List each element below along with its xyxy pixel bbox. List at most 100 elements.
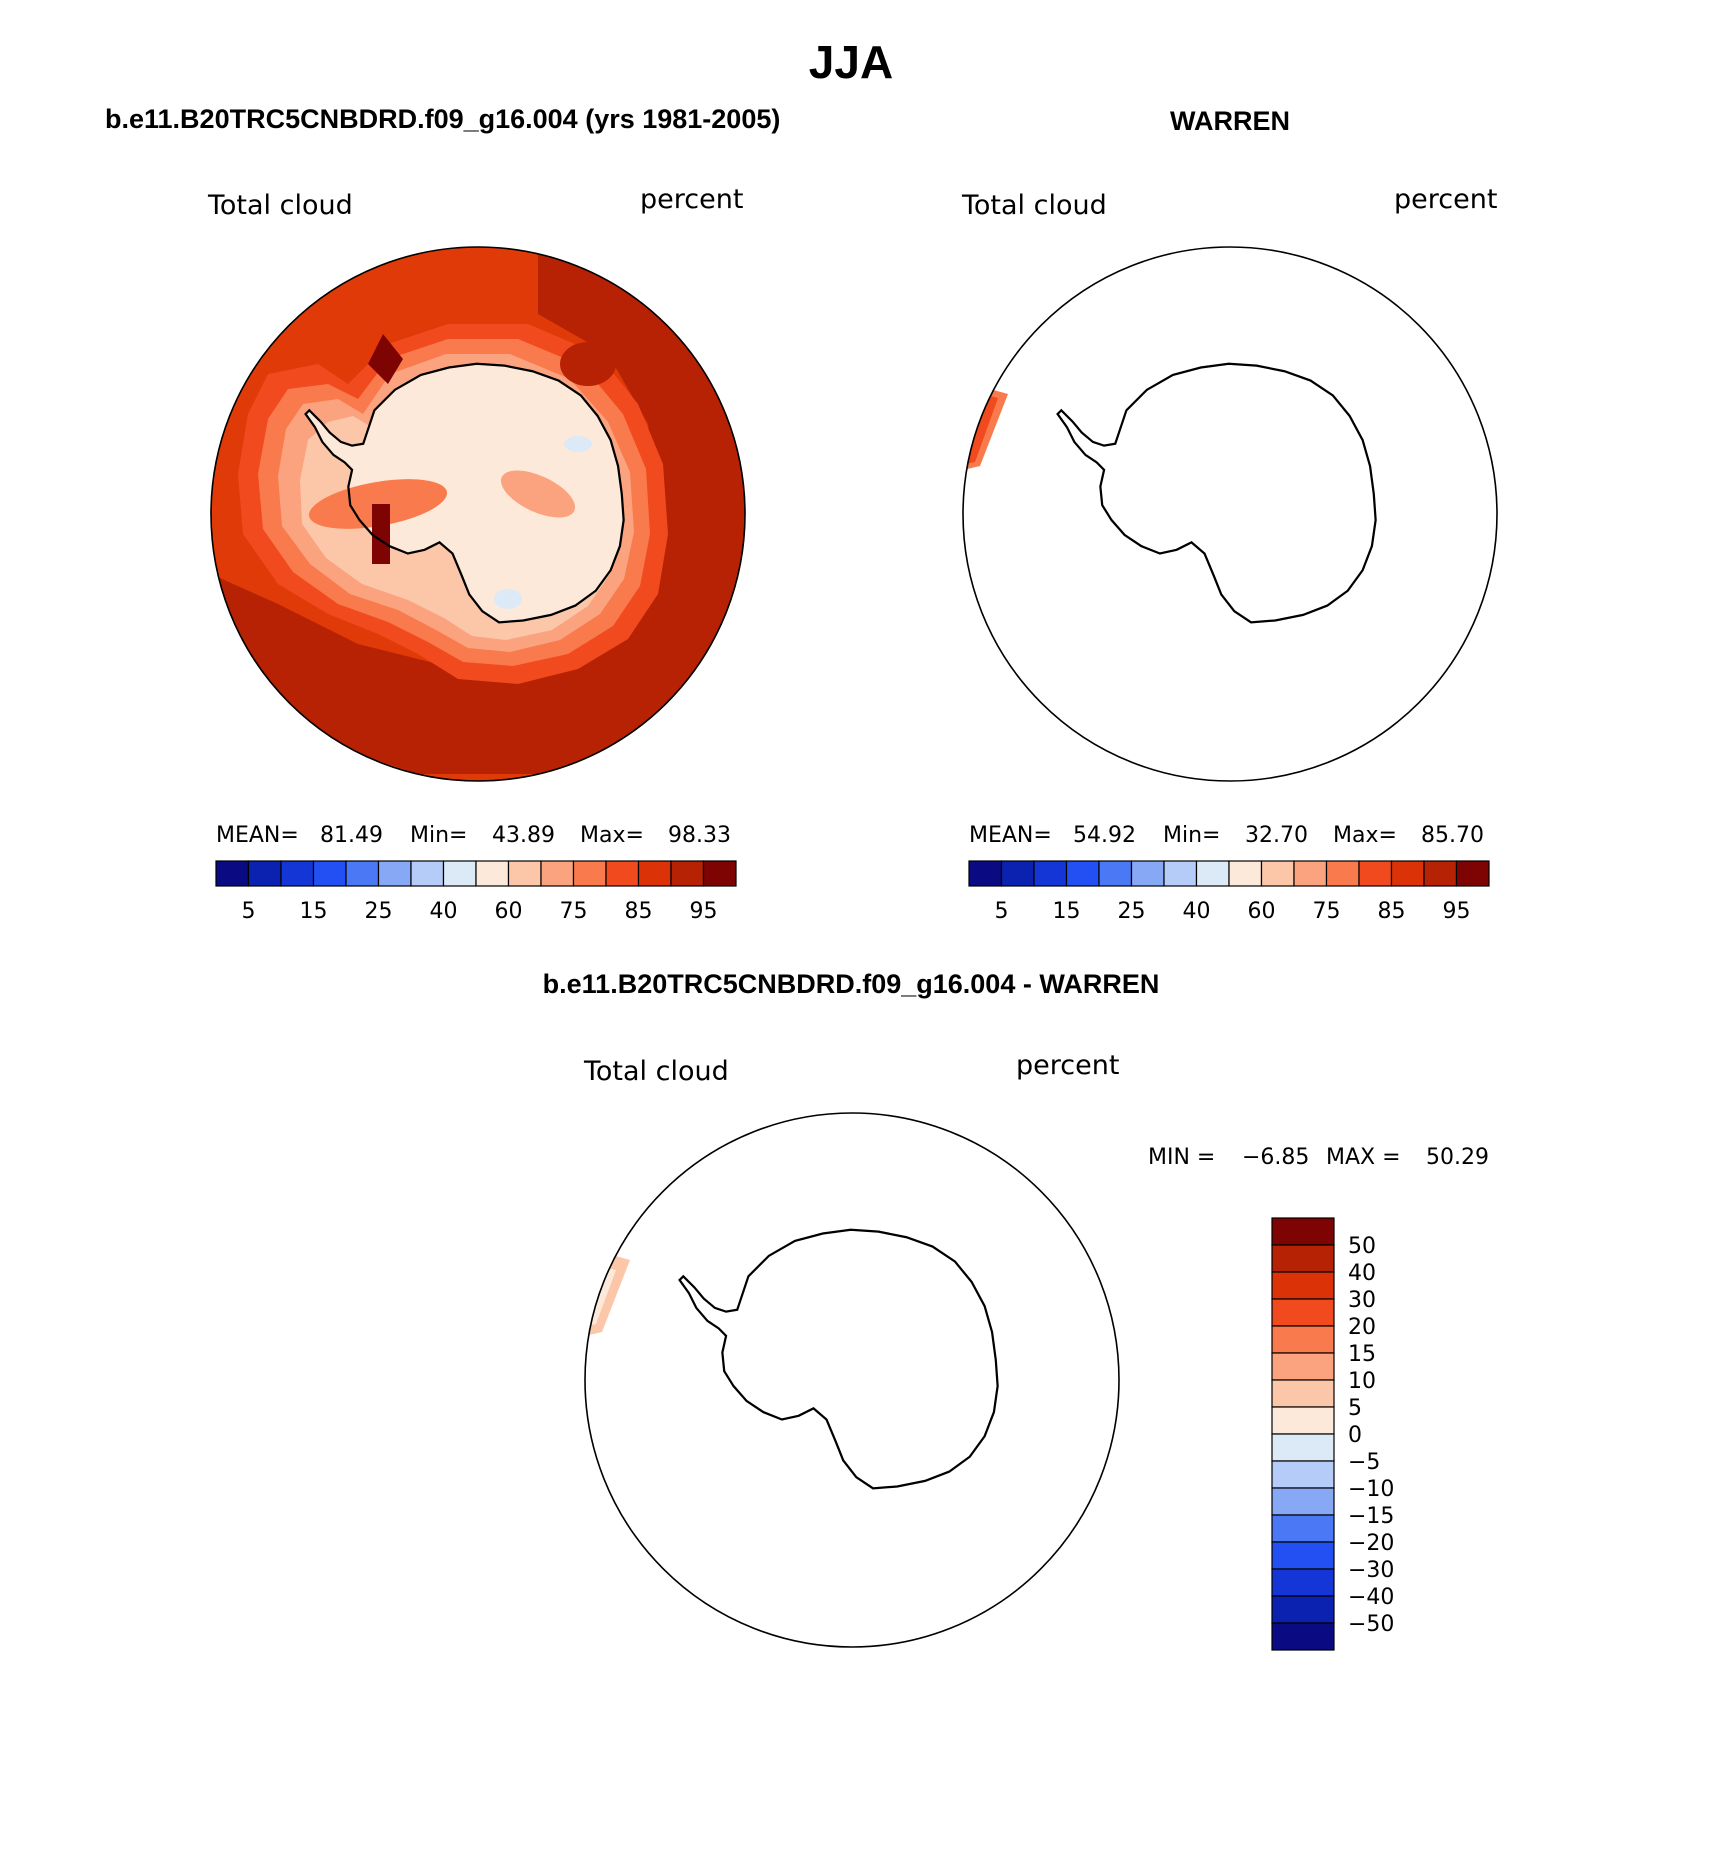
colorbar-swatch (1271, 1217, 1335, 1246)
colorbar-tick-label: 40 (1348, 1261, 1376, 1286)
colorbar-tick-label: 40 (1183, 899, 1211, 924)
stat-max-value: 50.29 (1426, 1145, 1489, 1170)
colorbar-swatch (1358, 860, 1393, 887)
colorbar-swatch (1271, 1298, 1335, 1327)
interior-feature (500, 470, 576, 518)
panel-model-variable-label: Total cloud (207, 190, 353, 221)
panel-diff: b.e11.B20TRC5CNBDRD.f09_g16.004 - WARREN… (543, 969, 1489, 1651)
colorbar-swatch (968, 860, 1003, 887)
panel-obs-variable-label: Total cloud (961, 190, 1107, 221)
stat-max-value: 85.70 (1421, 823, 1484, 848)
stat-min-label: Min= (410, 823, 467, 848)
colorbar-tick-label: 25 (365, 899, 393, 924)
colorbar-swatch (312, 860, 347, 887)
panel-model: b.e11.B20TRC5CNBDRD.f09_g16.004 (yrs 198… (105, 104, 780, 924)
colorbar-swatch (702, 860, 737, 887)
colorbar-tick-label: 25 (1118, 899, 1146, 924)
colorbar-swatch (1271, 1352, 1335, 1381)
panel-diff-units-label: percent (1016, 1050, 1119, 1081)
colorbar-tick-label: −40 (1348, 1585, 1394, 1610)
colorbar-swatch (1130, 860, 1165, 887)
colorbar-tick-label: 75 (560, 899, 588, 924)
colorbar-swatch (637, 860, 672, 887)
colorbar-swatch (215, 860, 250, 887)
colorbar-swatch (1455, 860, 1490, 887)
panel-obs: WARREN Total cloud percent MEAN= 54.92 M… (961, 106, 1498, 924)
low-cloud-patch (564, 436, 592, 452)
colorbar-swatch (605, 860, 640, 887)
colorbar-swatch (1228, 860, 1263, 887)
colorbar-tick-label: 15 (1053, 899, 1081, 924)
stat-mean-value: 54.92 (1073, 823, 1136, 848)
colorbar-swatch (1065, 860, 1100, 887)
colorbar-swatch (1271, 1541, 1335, 1570)
colorbar-tick-label: 15 (300, 899, 328, 924)
stat-mean-value: 81.49 (320, 823, 383, 848)
colorbar-tick-label: 85 (625, 899, 653, 924)
colorbar-tick-label: 75 (1313, 899, 1341, 924)
colorbar-swatch (1271, 1244, 1335, 1273)
colorbar-tick-label: 50 (1348, 1234, 1376, 1259)
page-title: JJA (809, 36, 893, 88)
colorbar-tick-label: 40 (430, 899, 458, 924)
stat-mean-label: MEAN= (216, 823, 299, 848)
colorbar-swatch (280, 860, 315, 887)
colorbar-tick-label: 95 (690, 899, 718, 924)
panel-diff-stats: MIN = −6.85 MAX = 50.29 (1148, 1145, 1489, 1170)
colorbar-tick-label: 10 (1348, 1369, 1376, 1394)
colorbar-swatch (1271, 1622, 1335, 1651)
colorbar-swatch (442, 860, 477, 887)
panel-diff-variable-label: Total cloud (583, 1056, 729, 1087)
colorbar-swatch (1271, 1406, 1335, 1435)
panel-model-map (210, 246, 746, 782)
stat-max-label: Max= (1333, 823, 1397, 848)
panel-obs-title: WARREN (1170, 106, 1290, 136)
panel-model-colorbar: 5 15 25 40 60 75 85 95 (215, 860, 737, 924)
panel-model-units-label: percent (640, 184, 743, 215)
colorbar-swatch (377, 860, 412, 887)
stat-min-label: MIN = (1148, 1145, 1215, 1170)
map-boundary (584, 1112, 1120, 1648)
obs-data-strip-inner (966, 396, 998, 464)
colorbar-swatch (345, 860, 380, 887)
panel-model-stats: MEAN= 81.49 Min= 43.89 Max= 98.33 (216, 823, 731, 848)
panel-model-title: b.e11.B20TRC5CNBDRD.f09_g16.004 (yrs 198… (105, 104, 780, 134)
panel-obs-stats: MEAN= 54.92 Min= 32.70 Max= 85.70 (969, 823, 1484, 848)
panel-obs-map (962, 246, 1498, 782)
colorbar-swatch (1423, 860, 1458, 887)
panel-diff-title: b.e11.B20TRC5CNBDRD.f09_g16.004 - WARREN (543, 969, 1160, 999)
colorbar-tick-label: 20 (1348, 1315, 1376, 1340)
colorbar-tick-label: 5 (995, 899, 1009, 924)
colorbar-swatch (475, 860, 510, 887)
colorbar-swatch (1271, 1487, 1335, 1516)
colorbar-tick-label: 30 (1348, 1288, 1376, 1313)
colorbar-swatch (540, 860, 575, 887)
colorbar-swatch (1325, 860, 1360, 887)
colorbar-swatch (1390, 860, 1425, 887)
colorbar-tick-label: −10 (1348, 1477, 1394, 1502)
colorbar-swatch (572, 860, 607, 887)
stat-max-value: 98.33 (668, 823, 731, 848)
low-cloud-patch (494, 589, 522, 609)
colorbar-tick-label: 85 (1378, 899, 1406, 924)
stat-min-label: Min= (1163, 823, 1220, 848)
colorbar-tick-label: 0 (1348, 1423, 1362, 1448)
stat-min-value: −6.85 (1242, 1145, 1309, 1170)
diff-data-strip-inner (588, 1268, 616, 1326)
colorbar-swatch (1271, 1514, 1335, 1543)
colorbar-swatch (1271, 1460, 1335, 1489)
max-cell (372, 504, 390, 564)
stat-min-value: 32.70 (1245, 823, 1308, 848)
colorbar-tick-label: −20 (1348, 1531, 1394, 1556)
colorbar-tick-label: 60 (495, 899, 523, 924)
max-cell-top (368, 334, 403, 384)
stat-max-label: Max= (580, 823, 644, 848)
colorbar-tick-label: 5 (242, 899, 256, 924)
panel-obs-units-label: percent (1394, 184, 1497, 215)
colorbar-tick-label: 15 (1348, 1342, 1376, 1367)
colorbar-swatch (1293, 860, 1328, 887)
colorbar-swatch (1271, 1433, 1335, 1462)
colorbar-tick-label: −15 (1348, 1504, 1394, 1529)
